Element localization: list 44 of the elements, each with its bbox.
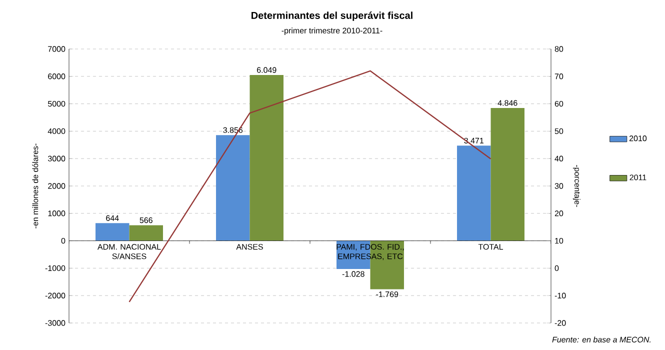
y-tick-label: 5000 xyxy=(48,100,66,107)
chart-subtitle: -primer trimestre 2010-2011- xyxy=(282,28,382,35)
y-tick-label: 1000 xyxy=(48,210,66,216)
bar xyxy=(250,75,284,241)
bar xyxy=(490,108,524,241)
y2-tick-label: 20 xyxy=(554,210,564,216)
data-label: -1.769 xyxy=(376,291,398,298)
data-label: 644 xyxy=(106,215,119,221)
y-tick-label: 4000 xyxy=(48,128,66,134)
y2-axis-title: -porcentaje- xyxy=(572,165,580,207)
y2-tick-label: 0 xyxy=(554,265,559,272)
bar xyxy=(457,146,491,241)
data-label: 4.846 xyxy=(498,100,518,106)
y2-tick-label: 30 xyxy=(554,183,564,189)
y-tick-label: 3000 xyxy=(48,156,66,162)
y-axis-title: -en millones de dólares- xyxy=(32,144,38,228)
y2-tick-label: -20 xyxy=(554,320,566,326)
y2-tick-label: 10 xyxy=(555,238,564,244)
y-tick-label: 7000 xyxy=(48,46,66,52)
y2-tick-label: 80 xyxy=(554,46,564,52)
y-tick-label: 6000 xyxy=(48,74,66,80)
x-tick-label: TOTAL xyxy=(478,244,504,250)
y2-tick-label: 70 xyxy=(554,74,564,80)
y2-tick-label: 50 xyxy=(554,128,564,134)
y-tick-label: 0 xyxy=(61,238,66,244)
bar xyxy=(96,223,130,241)
data-label: 6.049 xyxy=(257,67,276,73)
legend-label: 2010 xyxy=(630,136,647,142)
y-tick-label: -2000 xyxy=(45,292,66,298)
legend-label: 2011 xyxy=(630,174,646,180)
x-tick-label: ADM. NACIONAL S/ANSES xyxy=(97,244,161,260)
data-label: -1.028 xyxy=(342,271,364,277)
source-note: Fuente: en base a MECON. xyxy=(552,336,650,342)
bar xyxy=(216,135,250,241)
y-tick-label: -1000 xyxy=(45,265,66,272)
y2-tick-label: 40 xyxy=(554,156,564,162)
bar xyxy=(129,225,163,241)
y-tick-label: 2000 xyxy=(48,183,66,189)
y-tick-label: -3000 xyxy=(45,320,66,326)
chart-title: Determinantes del superávit fiscal xyxy=(252,12,412,21)
y2-tick-label: 60 xyxy=(554,100,564,107)
data-label: 566 xyxy=(140,217,152,224)
x-tick-label: ANSES xyxy=(236,244,263,250)
y2-tick-label: -10 xyxy=(554,292,566,298)
